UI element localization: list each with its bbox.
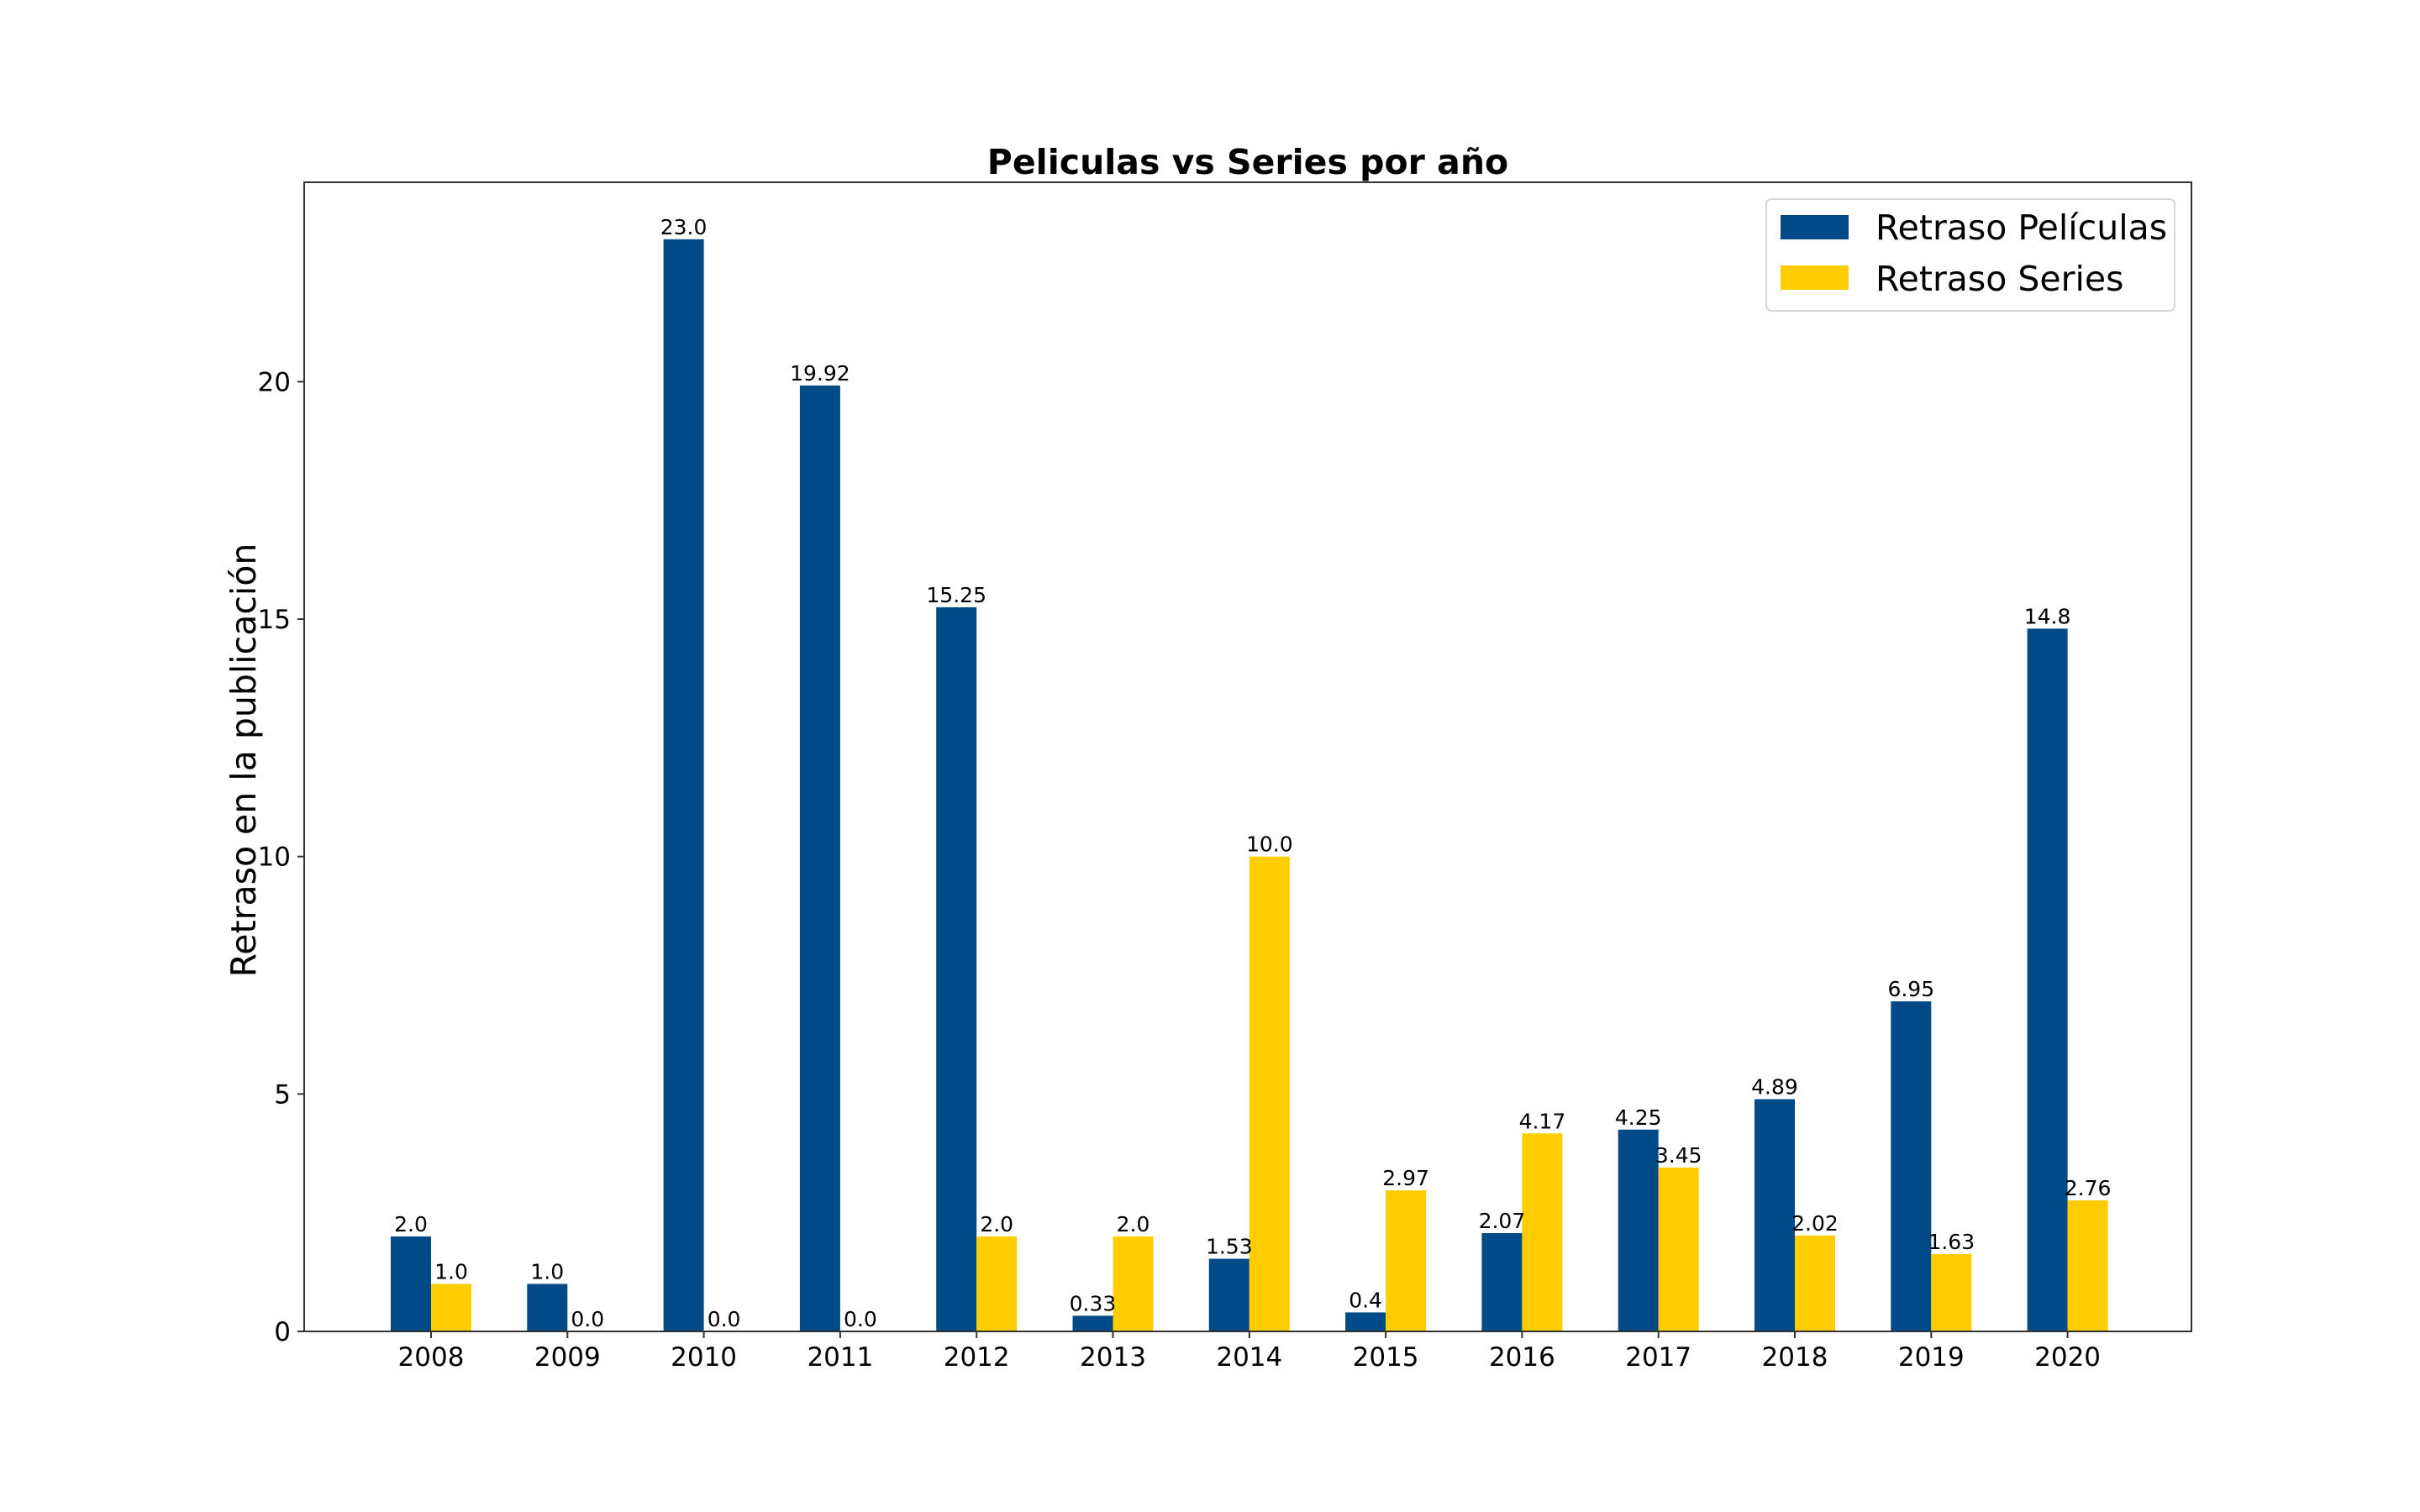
legend: Retraso Películas Retraso Series [1765, 198, 2175, 312]
data-label-peliculas-2010: 23.0 [660, 215, 708, 239]
x-tick-label-2018: 2018 [1762, 1342, 1828, 1373]
x-tick-label-2014: 2014 [1216, 1342, 1282, 1373]
bar-peliculas-2019 [1891, 1001, 1932, 1331]
legend-label-series: Retraso Series [1876, 259, 2124, 299]
chart-title: Peliculas vs Series por año [987, 142, 1508, 182]
y-tick-label-15: 15 [258, 605, 291, 635]
bar-peliculas-2018 [1754, 1099, 1795, 1331]
data-label-series-2009: 0.0 [571, 1307, 604, 1331]
bar-peliculas-2015 [1345, 1312, 1386, 1331]
data-label-peliculas-2020: 14.8 [2024, 604, 2071, 628]
data-label-peliculas-2018: 4.89 [1751, 1075, 1798, 1100]
x-tick-label-2017: 2017 [1625, 1342, 1691, 1373]
x-tick-label-2009: 2009 [534, 1342, 601, 1373]
data-label-series-2011: 0.0 [844, 1307, 877, 1331]
bar-peliculas-2012 [936, 606, 977, 1331]
x-tick-label-2008: 2008 [398, 1342, 465, 1373]
data-label-peliculas-2015: 0.4 [1349, 1288, 1382, 1312]
y-tick-label-20: 20 [258, 367, 291, 397]
legend-label-peliculas: Retraso Películas [1876, 207, 2167, 248]
bar-series-2014 [1249, 856, 1290, 1331]
x-tick-label-2016: 2016 [1489, 1342, 1555, 1373]
data-label-peliculas-2011: 19.92 [790, 361, 850, 386]
data-label-series-2014: 10.0 [1246, 832, 1293, 857]
legend-swatch-peliculas [1781, 215, 1849, 239]
bar-series-2017 [1658, 1167, 1699, 1331]
data-label-peliculas-2008: 2.0 [394, 1212, 428, 1236]
bar-peliculas-2008 [391, 1236, 431, 1331]
data-label-series-2012: 2.0 [980, 1212, 1013, 1236]
data-label-series-2020: 2.76 [2065, 1176, 2112, 1200]
data-label-peliculas-2009: 1.0 [530, 1259, 564, 1284]
x-tick-label-2019: 2019 [1898, 1342, 1965, 1373]
bar-series-2013 [1113, 1236, 1154, 1331]
bar-peliculas-2010 [663, 239, 704, 1331]
bar-peliculas-2009 [527, 1284, 568, 1331]
data-label-peliculas-2014: 1.53 [1206, 1235, 1253, 1259]
data-label-peliculas-2019: 6.95 [1887, 977, 1934, 1001]
y-tick-label-0: 0 [274, 1317, 291, 1347]
data-label-series-2016: 4.17 [1519, 1109, 1566, 1133]
bar-series-2016 [1522, 1133, 1563, 1331]
y-axis-label: Retraso en la publicación [224, 543, 264, 978]
data-label-peliculas-2016: 2.07 [1479, 1209, 1526, 1233]
bar-peliculas-2016 [1481, 1232, 1523, 1331]
x-tick-label-2013: 2013 [1080, 1342, 1146, 1373]
data-label-series-2015: 2.97 [1382, 1166, 1429, 1190]
legend-box [1765, 198, 2175, 312]
y-tick-label-5: 5 [274, 1079, 291, 1110]
data-label-series-2019: 1.63 [1928, 1230, 1975, 1254]
bar-series-2020 [2067, 1200, 2108, 1331]
bar-series-2012 [976, 1236, 1018, 1331]
y-axis-ticks: 0 5 10 15 20 [258, 367, 304, 1347]
bar-peliculas-2011 [799, 385, 840, 1331]
data-label-series-2017: 3.45 [1655, 1143, 1702, 1168]
plot-frame [303, 181, 2192, 1332]
data-label-peliculas-2017: 4.25 [1615, 1105, 1662, 1130]
bar-series-2019 [1931, 1253, 1972, 1331]
x-tick-label-2015: 2015 [1353, 1342, 1419, 1373]
data-label-peliculas-2012: 15.25 [926, 583, 986, 607]
data-labels-layer: 2.01.0 1.00.023.00.019.920.015.252.00.332… [394, 215, 2111, 1331]
x-tick-label-2012: 2012 [944, 1342, 1010, 1373]
bars-layer [391, 239, 2108, 1331]
x-axis-ticks: 2008 2009 2010 2011 2012 2013 2014 2015 2016 2017… [398, 1331, 2101, 1373]
bar-peliculas-2014 [1208, 1258, 1249, 1331]
x-tick-label-2010: 2010 [671, 1342, 737, 1373]
data-label-series-2013: 2.0 [1117, 1212, 1150, 1236]
bar-series-2008 [431, 1284, 471, 1331]
bar-peliculas-2013 [1072, 1315, 1113, 1331]
data-label-series-2018: 2.02 [1791, 1211, 1839, 1236]
data-label-peliculas-2013: 0.33 [1070, 1291, 1117, 1315]
data-label-series-2010: 0.0 [708, 1307, 741, 1331]
data-label-series-2008: 1.0 [434, 1259, 468, 1284]
legend-swatch-series [1781, 265, 1849, 290]
x-tick-label-2020: 2020 [2034, 1342, 2101, 1373]
bar-peliculas-2017 [1618, 1129, 1659, 1331]
bar-series-2018 [1795, 1235, 1835, 1331]
x-tick-label-2011: 2011 [807, 1342, 873, 1373]
bar-peliculas-2020 [2027, 628, 2068, 1331]
y-tick-label-10: 10 [258, 843, 291, 873]
bar-series-2015 [1386, 1190, 1427, 1331]
